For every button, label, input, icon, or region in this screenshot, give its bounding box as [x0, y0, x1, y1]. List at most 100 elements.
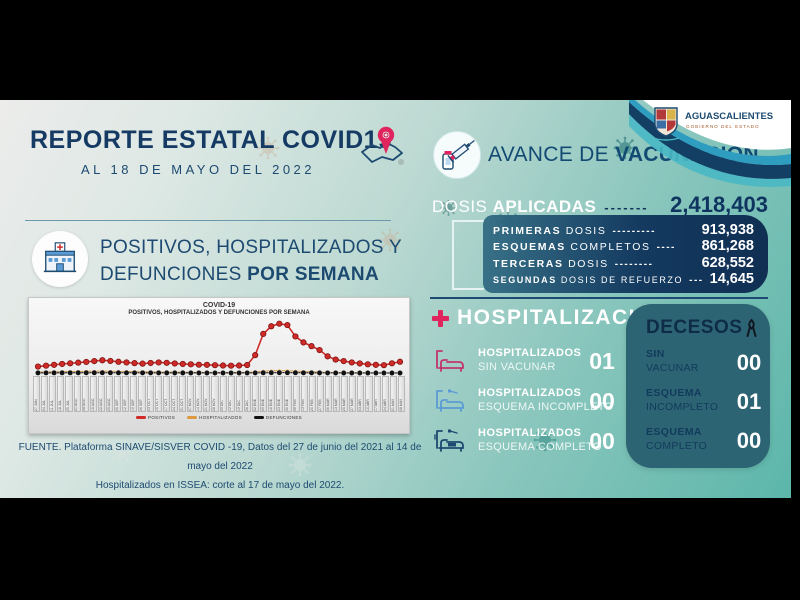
chart-x-label: 03 ABR: [357, 376, 365, 412]
chart-x-label: 10 ABR: [365, 376, 373, 412]
chart-x-label: 13 FEB: [300, 376, 308, 412]
legend-swatch: [136, 416, 147, 419]
doses-row-dashes: ---: [689, 274, 704, 286]
source-line1: FUENTE. Plataforma SINAVE/SISVER COVID -…: [18, 442, 422, 472]
vaccine-icon-badge: [433, 131, 481, 179]
chart-x-label: 15 AGO: [89, 376, 97, 412]
deaths-row-line1: ESQUEMA: [646, 387, 702, 399]
hospital-bed-icon: [436, 350, 464, 372]
hospital-bed-icon: [436, 389, 464, 412]
legend-swatch: [187, 416, 198, 419]
weekly-chart-panel: COVID-19 POSITIVOS, HOSPITALIZADOS Y DEF…: [28, 297, 410, 434]
legend-item-defunciones: DEFUNCIONES: [253, 415, 302, 420]
deaths-row-line2: INCOMPLETO: [646, 400, 719, 413]
deaths-row-line1: ESQUEMA: [646, 426, 702, 438]
map-pin-icon: [361, 126, 404, 165]
chart-x-label: 05 SEP: [114, 376, 122, 412]
chart-x-label: 22 AGO: [97, 376, 105, 412]
doses-row-label: SEGUNDAS DOSIS DE REFUERZO: [493, 274, 684, 285]
deaths-value-esquema-completo: 00: [736, 428, 762, 453]
chart-x-label: 24 OCT: [170, 376, 178, 412]
chart-x-label: 26 DIC: [243, 376, 251, 412]
chart-x-label: 23 ENE: [276, 376, 284, 412]
deaths-row-esquema-completo: ESQUEMA COMPLETO 00: [646, 426, 770, 456]
section-divider: [430, 297, 768, 299]
doses-row-dashes: ---------: [612, 226, 656, 237]
chart-x-label: 21 NOV: [203, 376, 211, 412]
deaths-value-esquema-incompleto: 01: [736, 389, 762, 414]
hosp-row-line1: HOSPITALIZADOS: [478, 427, 582, 440]
chart-x-label: 27 JUN: [33, 376, 41, 412]
doses-bracket: [452, 220, 484, 290]
chart-x-label: 17 ABR: [373, 376, 381, 412]
hosp-row-labels: HOSPITALIZADOS ESQUEMA INCOMPLETO: [478, 387, 613, 415]
doses-row-value: 14,645: [709, 270, 754, 287]
chart-x-label: 11 JUL: [49, 376, 57, 412]
series-defunciones: [35, 369, 403, 376]
doses-applied-row: DOSIS APLICADAS ------- 2,418,403: [432, 192, 768, 218]
chart-x-label: 12 DIC: [227, 376, 235, 412]
logo-waves: AGUASCALIENTES GOBIERNO DEL ESTADO: [629, 100, 791, 187]
state-logo-block: AGUASCALIENTES GOBIERNO DEL ESTADO: [629, 100, 791, 192]
chart-x-label: 06 MAR: [324, 376, 333, 412]
chart-x-label: 31 OCT: [178, 376, 187, 412]
chart-x-label: 29 AGO: [105, 376, 114, 412]
hospital-bed-icon: [434, 429, 464, 452]
legend-label: POSITIVOS: [148, 415, 176, 420]
hosp-value-esquema-completo: 00: [589, 428, 615, 454]
weekly-line-chart: [34, 320, 404, 376]
chart-x-label: 17 OCT: [162, 376, 170, 412]
chart-x-label: 24 ABR: [381, 376, 389, 412]
chart-x-label: 18 JUL: [57, 376, 65, 412]
chart-x-label: 20 FEB: [308, 376, 316, 412]
legend-swatch: [253, 416, 264, 419]
deaths-value-sin-vacunar: 00: [736, 350, 762, 375]
legend-item-hospitalizados: HOSPITALIZADOS: [187, 415, 242, 420]
hosp-row-labels: HOSPITALIZADOS ESQUEMA COMPLETO: [478, 427, 602, 455]
chart-x-label: 12 SEP: [122, 376, 130, 412]
chart-x-label: 14 NOV: [195, 376, 203, 412]
doses-row-dashes: --------: [614, 258, 654, 270]
chart-x-label: 19 SEP: [130, 376, 138, 412]
hosp-row-esquema-incompleto: HOSPITALIZADOS ESQUEMA INCOMPLETO: [432, 383, 622, 419]
title-divider: [25, 220, 391, 221]
chart-x-label: 04 JUL: [41, 376, 49, 412]
brand-name: AGUASCALIENTES: [685, 111, 773, 122]
hospital-icon: [43, 242, 77, 273]
doses-label-bold: APLICADAS: [492, 197, 597, 216]
legend-label: HOSPITALIZADOS: [199, 415, 242, 420]
series-positivos: [34, 320, 404, 370]
hosp-row-line2: ESQUEMA COMPLETO: [478, 441, 602, 453]
section-title-line2-bold: POR SEMANA: [247, 263, 379, 285]
chart-x-label: 02 ENE: [251, 376, 260, 412]
doses-row-label: ESQUEMAS COMPLETOS: [493, 241, 651, 254]
doses-breakdown-box: PRIMERAS DOSIS --------- 913,938 ESQUEMA…: [483, 215, 768, 293]
doses-row-value: 913,938: [701, 222, 754, 238]
syringe-icon: [442, 140, 475, 170]
chart-x-label: 27 MAR: [349, 376, 357, 412]
doses-row-value: 628,552: [701, 254, 754, 271]
doses-row-terceras: TERCERAS DOSIS -------- 628,552: [493, 255, 754, 271]
source-note: FUENTE. Plataforma SINAVE/SISVER COVID -…: [18, 438, 422, 495]
chart-title: COVID-19: [202, 302, 236, 309]
deaths-row-line2: VACUNAR: [646, 361, 699, 374]
brand-tagline: GOBIERNO DEL ESTADO: [686, 124, 760, 129]
hosp-row-line1: HOSPITALIZADOS: [478, 387, 582, 400]
chart-x-label: 06 FEB: [292, 376, 300, 412]
chart-x-label: 25 JUL: [65, 376, 73, 412]
chart-legend: POSITIVOS HOSPITALIZADOS DEFUNCIONES: [29, 415, 409, 420]
doses-row-primeras: PRIMERAS DOSIS --------- 913,938: [493, 222, 754, 238]
chart-x-label: 28 NOV: [211, 376, 219, 412]
doses-label-regular: DOSIS: [432, 197, 493, 216]
doses-total-value: 2,418,403: [670, 192, 768, 217]
section-title-line1: POSITIVOS, HOSPITALIZADOS Y: [100, 237, 402, 258]
chart-x-label: 01 AGO: [73, 376, 81, 412]
chart-x-label: 08 MAY: [397, 376, 406, 412]
chart-x-label: 03 OCT: [146, 376, 154, 412]
chart-x-label: 13 MAR: [333, 376, 341, 412]
doses-applied-label: DOSIS APLICADAS: [432, 197, 596, 217]
report-date: AL 18 DE MAYO DEL 2022: [80, 162, 316, 177]
chart-subtitle: POSITIVOS, HOSPITALIZADOS Y DEFUNCIONES …: [128, 310, 310, 316]
hosp-row-esquema-completo: HOSPITALIZADOS ESQUEMA COMPLETO: [432, 423, 622, 459]
